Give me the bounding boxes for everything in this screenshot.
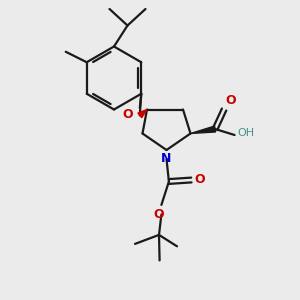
Text: O: O — [194, 173, 205, 186]
Text: O: O — [123, 108, 133, 121]
Polygon shape — [190, 126, 216, 134]
Text: OH: OH — [237, 128, 254, 139]
Text: N: N — [161, 152, 172, 164]
Text: O: O — [154, 208, 164, 221]
Text: O: O — [226, 94, 236, 106]
Polygon shape — [138, 110, 147, 118]
